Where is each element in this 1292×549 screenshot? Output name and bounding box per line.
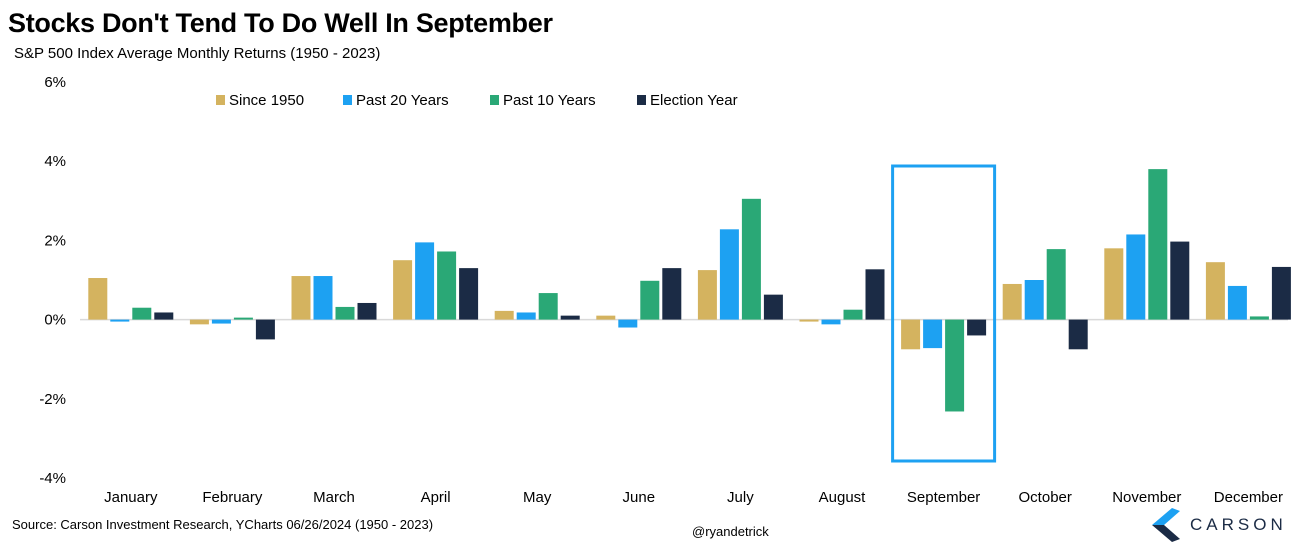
y-tick-label: -4% (39, 470, 66, 487)
bar-february-past-20-years (211, 319, 231, 324)
legend-label: Since 1950 (229, 92, 304, 109)
x-category-label: April (421, 489, 451, 506)
x-category-label: February (202, 489, 263, 506)
bar-september-election-year (967, 319, 987, 336)
carson-logo-text: CARSON (1190, 515, 1287, 534)
x-category-label: August (819, 489, 867, 506)
bar-october-past-10-years (1046, 249, 1066, 320)
bar-april-election-year (459, 268, 479, 320)
bar-may-past-20-years (516, 312, 536, 320)
bar-june-past-10-years (640, 280, 660, 320)
bar-april-past-10-years (437, 251, 457, 320)
bar-march-past-20-years (313, 276, 333, 320)
source-note: Source: Carson Investment Research, YCha… (12, 517, 434, 532)
bar-november-past-10-years (1148, 169, 1168, 320)
bar-march-past-10-years (335, 306, 355, 320)
bar-june-since-1950 (596, 315, 616, 320)
bar-april-since-1950 (393, 260, 413, 320)
legend-swatch (343, 95, 352, 105)
x-category-label: December (1214, 489, 1283, 506)
bar-september-since-1950 (901, 319, 921, 350)
x-category-label: May (523, 489, 552, 506)
september-highlight-box (891, 164, 997, 463)
x-category-label: March (313, 489, 355, 506)
y-tick-label: 2% (44, 232, 66, 249)
bar-january-since-1950 (88, 278, 108, 320)
bar-december-past-20-years (1227, 285, 1247, 320)
bar-july-past-10-years (741, 198, 761, 320)
y-tick-label: 0% (44, 312, 66, 329)
author-handle: @ryandetrick (692, 524, 769, 539)
bar-december-election-year (1271, 266, 1291, 320)
chart-title: Stocks Don't Tend To Do Well In Septembe… (8, 8, 553, 38)
bar-june-past-20-years (618, 319, 638, 328)
bar-august-since-1950 (799, 319, 819, 322)
bar-july-past-20-years (719, 229, 739, 320)
bar-april-past-20-years (415, 242, 435, 320)
carson-logo: CARSON (1150, 506, 1285, 544)
x-axis-categories: January February March April May June July Augu… (104, 489, 1283, 506)
bar-october-past-20-years (1024, 280, 1044, 320)
x-category-label: July (727, 489, 754, 506)
x-category-label: September (907, 489, 980, 506)
legend-swatch (490, 95, 499, 105)
bar-august-election-year (865, 269, 885, 320)
bar-august-past-10-years (843, 309, 863, 320)
bar-february-since-1950 (189, 319, 209, 325)
highlight-layer (891, 164, 997, 463)
bar-february-past-10-years (233, 317, 253, 320)
bar-october-since-1950 (1002, 283, 1022, 320)
bar-may-election-year (560, 315, 580, 320)
legend-swatch (637, 95, 646, 105)
bar-june-election-year (662, 268, 682, 320)
legend: Since 1950 Past 20 Years Past 10 Years Elec… (216, 92, 738, 109)
x-category-label: October (1019, 489, 1072, 506)
bar-july-since-1950 (697, 270, 717, 320)
y-axis-ticks: 6% 4% 2% 0% -2% -4% (39, 74, 66, 487)
bar-october-election-year (1068, 319, 1088, 350)
bar-january-past-10-years (132, 307, 152, 320)
bar-july-election-year (763, 294, 783, 320)
bar-august-past-20-years (821, 319, 841, 325)
bar-september-past-10-years (945, 319, 965, 412)
y-tick-label: -2% (39, 391, 66, 408)
y-tick-label: 6% (44, 74, 66, 91)
x-category-label: November (1112, 489, 1181, 506)
x-category-label: January (104, 489, 158, 506)
bar-february-election-year (255, 319, 275, 340)
carson-logo-icon (1152, 508, 1180, 542)
bar-may-past-10-years (538, 293, 558, 320)
bar-march-election-year (357, 302, 377, 320)
bars-layer (88, 169, 1291, 412)
bar-march-since-1950 (291, 276, 311, 320)
legend-label: Election Year (650, 92, 738, 109)
bar-september-past-20-years (923, 319, 943, 349)
bar-january-election-year (154, 312, 174, 320)
bar-may-since-1950 (494, 310, 514, 320)
chart-subtitle: S&P 500 Index Average Monthly Returns (1… (14, 45, 381, 62)
bar-november-since-1950 (1104, 248, 1124, 320)
y-tick-label: 4% (44, 153, 66, 170)
bar-january-past-20-years (110, 319, 130, 322)
x-category-label: June (623, 489, 656, 506)
legend-swatch (216, 95, 225, 105)
legend-label: Past 20 Years (356, 92, 449, 109)
bar-december-since-1950 (1205, 262, 1225, 320)
bar-november-past-20-years (1126, 234, 1146, 320)
bar-november-election-year (1170, 241, 1190, 320)
legend-label: Past 10 Years (503, 92, 596, 109)
bar-december-past-10-years (1249, 316, 1269, 320)
